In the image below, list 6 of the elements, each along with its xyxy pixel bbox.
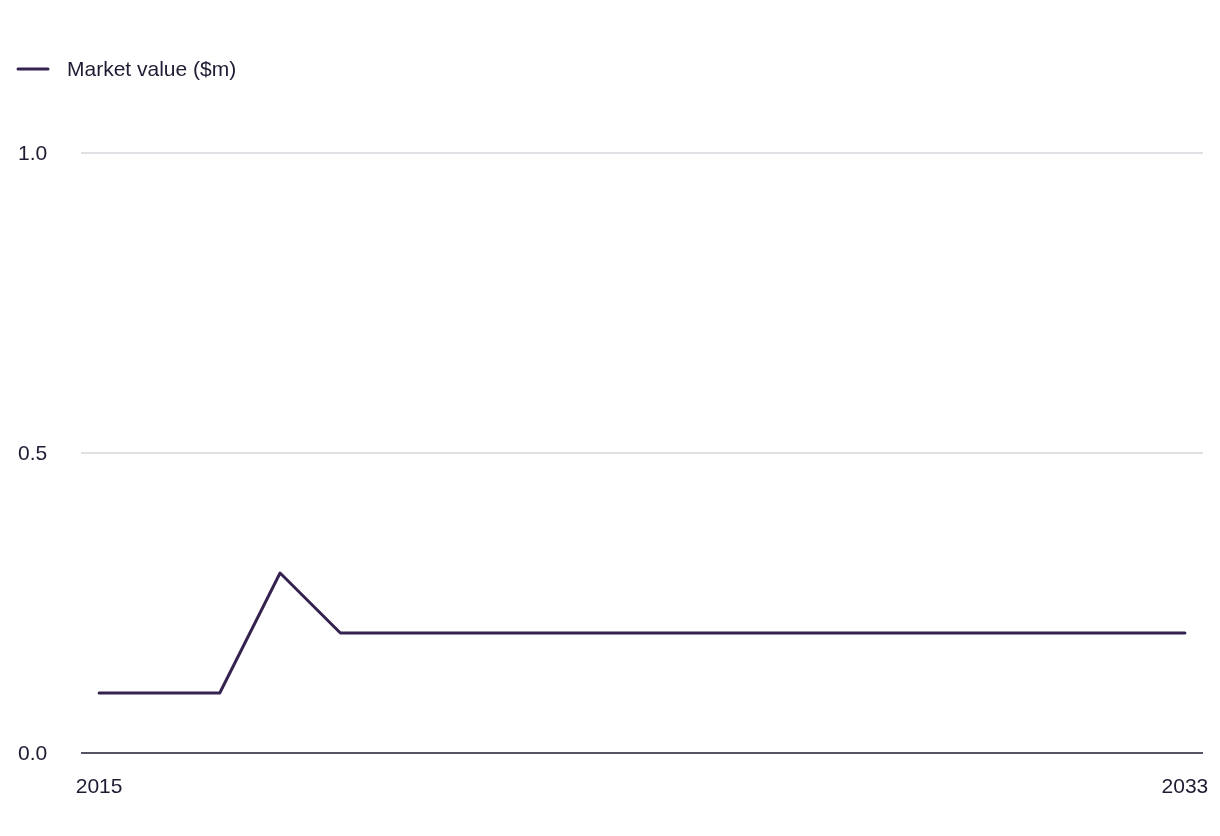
y-tick-label: 0.5 bbox=[18, 441, 48, 465]
legend-label: Market value ($m) bbox=[67, 57, 237, 80]
y-tick-label: 1.0 bbox=[18, 141, 48, 165]
y-tick-label: 0.0 bbox=[18, 741, 48, 765]
x-tick-label: 2015 bbox=[75, 774, 123, 797]
x-tick-label: 2033 bbox=[1161, 774, 1209, 797]
